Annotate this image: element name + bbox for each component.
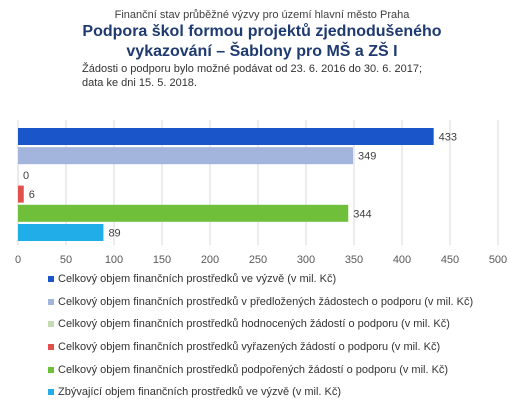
bar-5 [18, 204, 349, 222]
chart-title-line1: Podpora škol formou projektů zjednodušen… [82, 23, 442, 40]
legend-swatch-5 [48, 366, 54, 373]
legend-item-3: Celkový objem finančních prostředků hodn… [48, 313, 518, 336]
x-tick-label-450: 450 [441, 254, 459, 266]
x-axis-tick-layer: 0 50 100 150 200 250 300 350 400 450 500 [15, 254, 507, 266]
legend-swatch-4 [48, 344, 54, 351]
data-label-6: 89 [108, 228, 120, 240]
data-label-3: 0 [23, 170, 29, 182]
legend-swatch-2 [48, 298, 54, 305]
chart-subtitle-line2: data ke dni 15. 5. 2018. [82, 77, 197, 89]
legend-item-5: Celkový objem finančních prostředků podp… [48, 358, 518, 381]
x-tick-label-0: 0 [15, 254, 21, 266]
data-label-layer: 433 349 06 344 89 [23, 132, 457, 240]
x-tick-label-100: 100 [105, 254, 123, 266]
bar-3 [18, 166, 19, 184]
bar-4 [18, 185, 24, 203]
x-tick-label-400: 400 [393, 254, 411, 266]
bar-layer [18, 128, 434, 241]
x-tick-label-350: 350 [345, 254, 363, 266]
chart-subtitle-line1: Žádosti o podporu bylo možné podávat od … [82, 63, 423, 75]
legend-item-6: Zbývající objem finančních prostředků ve… [48, 381, 518, 404]
legend-swatch-6 [48, 389, 54, 396]
legend-label-3: Celkový objem finančních prostředků hodn… [58, 318, 450, 331]
data-label-5: 344 [353, 208, 371, 220]
x-tick-label-150: 150 [153, 254, 171, 266]
x-tick-label-500: 500 [489, 254, 507, 266]
legend-label-6: Zbývající objem finančních prostředků ve… [58, 386, 342, 399]
legend: Celkový objem finančních prostředků ve v… [48, 268, 518, 404]
bar-6 [18, 224, 104, 241]
legend-label-4: Celkový objem finančních prostředků vyřa… [58, 341, 441, 354]
legend-item-4: Celkový objem finančních prostředků vyřa… [48, 336, 518, 359]
x-tick-label-200: 200 [201, 254, 219, 266]
legend-label-1: Celkový objem finančních prostředků ve v… [58, 273, 337, 286]
legend-label-5: Celkový objem finančních prostředků podp… [58, 363, 449, 376]
data-label-1: 433 [439, 132, 457, 144]
data-label-2: 349 [358, 151, 376, 163]
legend-swatch-3 [48, 321, 54, 328]
chart-titles: Finanční stav průběžné výzvy pro území h… [0, 8, 524, 90]
bar-1 [18, 128, 434, 145]
chart-supertitle: Finanční stav průběžné výzvy pro území h… [114, 9, 410, 21]
x-tick-label-50: 50 [60, 254, 72, 266]
x-tick-label-250: 250 [249, 254, 267, 266]
legend-label-2: Celkový objem finančních prostředků v př… [58, 295, 474, 308]
x-tick-label-300: 300 [297, 254, 315, 266]
data-label-4: 6 [29, 189, 35, 201]
legend-item-1: Celkový objem finančních prostředků ve v… [48, 268, 518, 291]
legend-swatch-1 [48, 276, 54, 283]
chart-title-line2: vykazování – Šablony pro MŠ a ZŠ I [126, 43, 398, 60]
legend-item-2: Celkový objem finančních prostředků v př… [48, 291, 518, 314]
bar-2 [18, 147, 354, 165]
